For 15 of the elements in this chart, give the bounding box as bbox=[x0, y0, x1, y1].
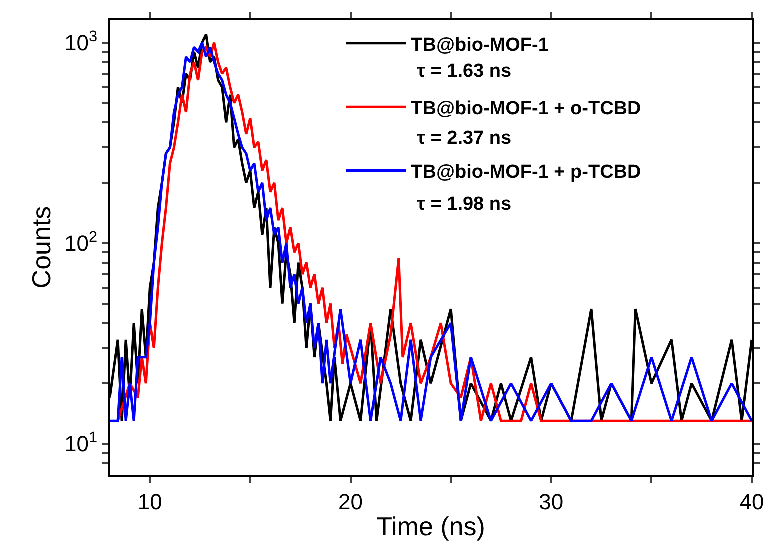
x-axis-title: Time (ns) bbox=[376, 512, 486, 542]
x-tick-label: 10 bbox=[138, 489, 162, 514]
x-tick-label: 20 bbox=[338, 489, 363, 514]
y-axis-title: Counts bbox=[26, 206, 56, 289]
legend-label: TB@bio-MOF-1 bbox=[411, 34, 550, 56]
annotation: τ = 1.63 ns bbox=[417, 61, 512, 82]
y-tick-label: 10$^{2}$ bbox=[64, 228, 98, 256]
annotation: τ = 2.37 ns bbox=[417, 128, 512, 149]
legend-label: TB@bio-MOF-1 + o-TCBD bbox=[411, 98, 642, 120]
x-tick-label: 40 bbox=[740, 489, 764, 514]
annotation: τ = 1.98 ns bbox=[417, 194, 512, 215]
legend-label: TB@bio-MOF-1 + p-TCBD bbox=[411, 162, 642, 184]
y-tick-label: 10$^{1}$ bbox=[64, 429, 98, 457]
y-tick-label: 10$^{3}$ bbox=[64, 28, 98, 56]
x-tick-label: 30 bbox=[539, 489, 564, 514]
